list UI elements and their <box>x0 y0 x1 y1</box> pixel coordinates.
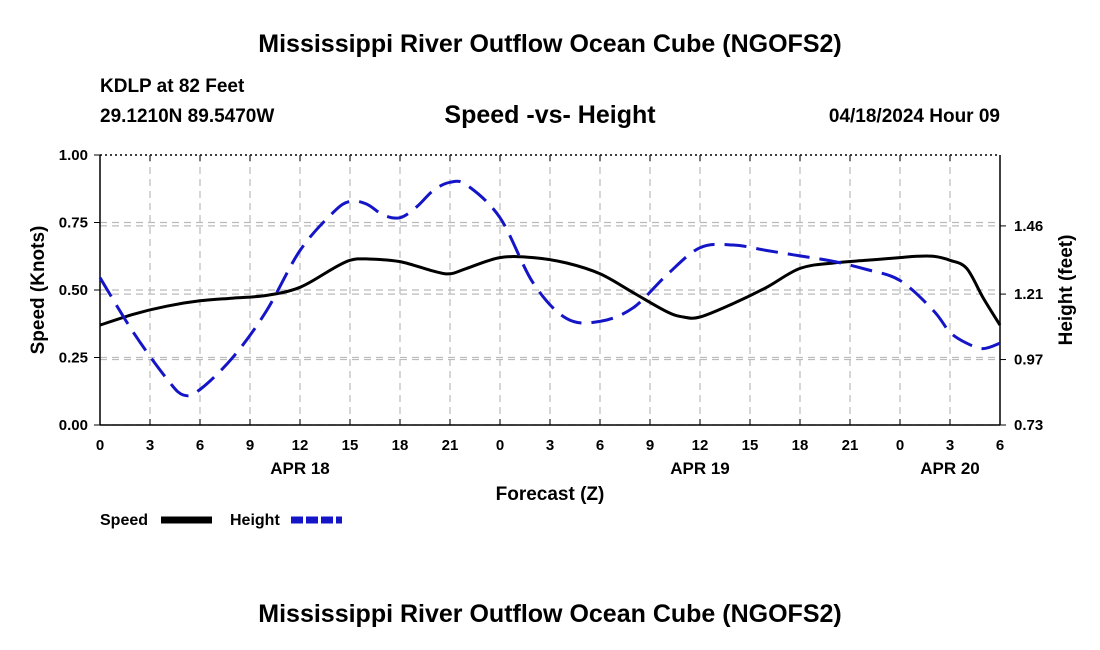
x-tick-label: 21 <box>842 437 859 454</box>
x-tick-label: 6 <box>196 437 204 454</box>
x-tick-label: 0 <box>496 437 504 454</box>
y-tick-label: 1.00 <box>59 147 88 164</box>
x-tick-label: 15 <box>742 437 759 454</box>
x-tick-label: 6 <box>596 437 604 454</box>
x-tick-label: 0 <box>96 437 104 454</box>
x-tick-label: 21 <box>442 437 459 454</box>
date-label: APR 20 <box>920 459 980 478</box>
y2-tick-label: 0.97 <box>1014 352 1043 369</box>
x-tick-label: 18 <box>792 437 809 454</box>
station-coordinates: 29.1210N 89.5470W <box>100 106 275 127</box>
y2-tick-label: 0.73 <box>1014 417 1043 434</box>
footer-title: Mississippi River Outflow Ocean Cube (NG… <box>258 600 842 628</box>
series-lines <box>98 179 1002 398</box>
y2-axis-title: Height (feet) <box>1056 235 1077 346</box>
speed-series-line <box>99 254 1002 327</box>
forecast-datetime: 04/18/2024 Hour 09 <box>828 106 1000 127</box>
station-label: KDLP at 82 Feet <box>100 76 245 97</box>
y-tick-label: 0.50 <box>59 282 88 299</box>
x-tick-label: 3 <box>546 437 554 454</box>
x-tick-label: 9 <box>646 437 654 454</box>
x-tick-label: 6 <box>996 437 1004 454</box>
y-tick-label: 0.25 <box>59 350 88 367</box>
legend-speed-label: Speed <box>100 512 148 529</box>
legend-height-label: Height <box>230 512 280 529</box>
y-tick-label: 0.75 <box>59 215 88 232</box>
y2-tick-label: 1.46 <box>1014 218 1043 235</box>
x-tick-label: 18 <box>392 437 409 454</box>
x-axis-title: Forecast (Z) <box>496 484 605 505</box>
date-label: APR 18 <box>270 459 330 478</box>
date-label: APR 19 <box>670 459 730 478</box>
legend: Speed Height <box>100 512 342 529</box>
chart-title: Mississippi River Outflow Ocean Cube (NG… <box>258 30 842 58</box>
axes <box>94 154 1006 426</box>
axis-labels: 0 3 6 9 12 15 18 21 0 3 6 9 12 15 18 21 0 3 6 0.00 0.25 0.50 0… <box>28 147 1077 505</box>
y-axis-title: Speed (Knots) <box>28 226 49 355</box>
y2-tick-label: 1.21 <box>1014 286 1043 303</box>
x-tick-label: 3 <box>946 437 954 454</box>
height-series-line <box>98 179 1001 398</box>
x-tick-label: 0 <box>896 437 904 454</box>
x-tick-label: 15 <box>342 437 359 454</box>
x-tick-label: 3 <box>146 437 154 454</box>
grid-lines <box>100 155 1000 426</box>
x-tick-label: 12 <box>292 437 309 454</box>
y-tick-label: 0.00 <box>59 417 88 434</box>
x-tick-label: 12 <box>692 437 709 454</box>
x-tick-label: 9 <box>246 437 254 454</box>
chart-subtitle: Speed -vs- Height <box>444 101 656 129</box>
